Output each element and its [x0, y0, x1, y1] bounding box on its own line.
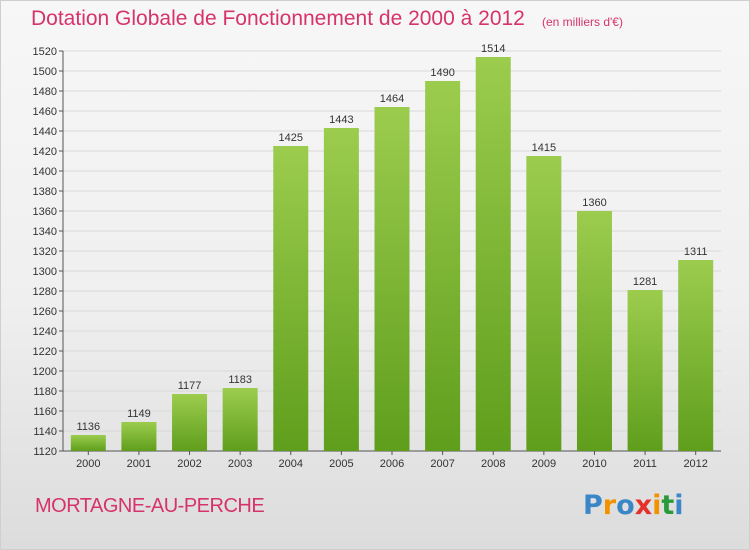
data-label: 1443 [329, 114, 353, 126]
y-tick-label: 1260 [33, 306, 57, 318]
proxiti-logo: Proxiti [583, 490, 684, 521]
bar [475, 57, 511, 451]
y-tick-label: 1140 [33, 426, 57, 438]
data-label: 1177 [178, 380, 202, 392]
data-labels: 1136 1149 1177 1183 1425 1443 1464 1490 1514 1415… [76, 43, 707, 433]
data-label: 1311 [684, 246, 708, 258]
bar [374, 107, 410, 451]
data-label: 1183 [228, 374, 252, 386]
chart-subtitle: (en milliers d'€) [542, 15, 623, 29]
y-tick-label: 1160 [33, 406, 57, 418]
data-label: 1425 [279, 132, 303, 144]
x-tick-label: 2001 [127, 458, 151, 470]
commune-name: MORTAGNE-AU-PERCHE [35, 495, 265, 517]
y-tick-label: 1400 [33, 166, 57, 178]
x-tick-label: 2005 [329, 458, 353, 470]
y-tick-label: 1180 [33, 386, 57, 398]
y-tick-label: 1460 [33, 106, 57, 118]
y-tick-label: 1520 [33, 46, 57, 58]
y-tick-label: 1280 [33, 286, 57, 298]
chart-title: Dotation Globale de Fonctionnement de 20… [31, 7, 525, 30]
bar [526, 156, 562, 451]
logo-letter: i [674, 490, 684, 521]
y-tick-label: 1300 [33, 266, 57, 278]
bar [172, 394, 208, 451]
y-tick-label: 1500 [33, 66, 57, 78]
x-tick-label: 2006 [380, 458, 404, 470]
bar [627, 290, 663, 451]
x-tick-label: 2000 [76, 458, 100, 470]
bar [121, 422, 157, 451]
y-tick-label: 1340 [33, 226, 57, 238]
logo-letter: o [616, 490, 635, 521]
y-tick-label: 1480 [33, 86, 57, 98]
logo-letter: t [661, 490, 675, 521]
data-label: 1360 [582, 197, 606, 209]
axes: 1120 1140 1160 1180 1200 1220 1240 1260 1280 1300… [33, 46, 721, 470]
y-tick-label: 1200 [33, 366, 57, 378]
bar [323, 128, 359, 451]
bar [273, 146, 309, 451]
bar [70, 435, 106, 451]
y-tick-label: 1320 [33, 246, 57, 258]
y-tick-label: 1220 [33, 346, 57, 358]
y-tick-label: 1380 [33, 186, 57, 198]
data-label: 1464 [380, 93, 404, 105]
bar [678, 260, 714, 451]
data-label: 1415 [532, 142, 556, 154]
logo-letter: x [634, 490, 653, 521]
logo-letter: P [583, 490, 603, 521]
x-tick-label: 2004 [279, 458, 303, 470]
x-tick-label: 2003 [228, 458, 252, 470]
data-label: 1490 [430, 67, 454, 79]
bars [70, 57, 714, 451]
logo-letter: r [602, 490, 617, 521]
y-tick-label: 1420 [33, 146, 57, 158]
data-label: 1281 [633, 276, 657, 288]
x-tick-label: 2010 [582, 458, 606, 470]
logo-letter: i [652, 490, 662, 521]
bar [576, 211, 612, 451]
x-tick-label: 2009 [532, 458, 556, 470]
x-tick-label: 2007 [430, 458, 454, 470]
y-tick-label: 1360 [33, 206, 57, 218]
x-tick-label: 2008 [481, 458, 505, 470]
y-tick-label: 1440 [33, 126, 57, 138]
x-tick-label: 2011 [633, 458, 657, 470]
data-label: 1136 [76, 421, 100, 433]
x-tick-label: 2002 [177, 458, 201, 470]
data-label: 1514 [481, 43, 505, 55]
bar [222, 388, 258, 451]
bar [425, 81, 461, 451]
y-tick-label: 1240 [33, 326, 57, 338]
data-label: 1149 [127, 408, 151, 420]
y-tick-label: 1120 [33, 446, 57, 458]
x-tick-label: 2012 [683, 458, 707, 470]
